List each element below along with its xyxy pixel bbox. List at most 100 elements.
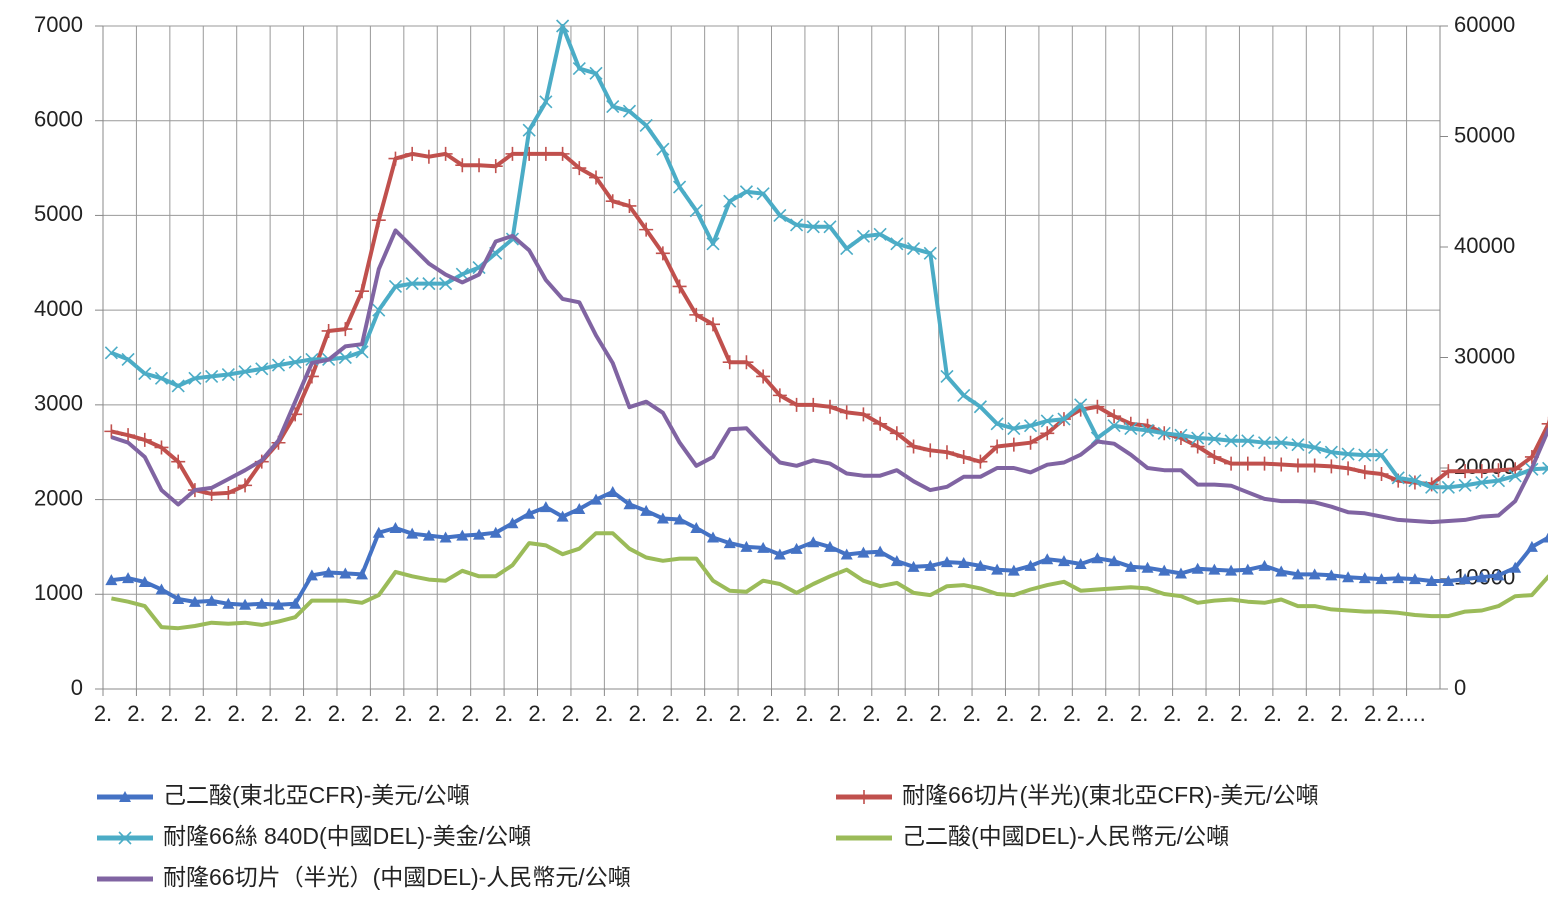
marker	[121, 428, 136, 443]
marker	[722, 355, 737, 370]
marker	[756, 187, 770, 201]
marker	[1391, 471, 1405, 485]
marker	[1274, 436, 1288, 450]
marker	[957, 388, 971, 402]
marker	[538, 146, 553, 161]
marker	[589, 170, 604, 185]
series-line	[111, 531, 1548, 631]
marker	[473, 528, 486, 540]
y2-tick-label: 60000	[1454, 12, 1515, 37]
marker	[406, 527, 419, 539]
marker	[1542, 461, 1548, 475]
marker	[1124, 560, 1137, 572]
marker	[1374, 448, 1389, 462]
marker	[873, 227, 887, 241]
x-tick-label: 2.	[1364, 701, 1382, 726]
marker	[1108, 555, 1121, 567]
x-tick-label: 2.	[729, 701, 747, 726]
marker	[857, 546, 870, 558]
x-tick-label: 2.	[1097, 701, 1115, 726]
marker	[1140, 423, 1155, 437]
marker	[605, 194, 620, 209]
marker	[723, 194, 737, 208]
marker	[740, 540, 753, 552]
marker	[874, 545, 887, 557]
marker	[321, 323, 336, 338]
legend-label: 己二酸(中國DEL)-人民幣元/公噸	[902, 823, 1229, 849]
marker	[1291, 438, 1305, 452]
x-tick-label: 2.	[863, 701, 881, 726]
marker	[572, 161, 587, 176]
marker	[1341, 461, 1356, 476]
x-tick-label: 2.	[762, 701, 780, 726]
y-tick-label: 2000	[34, 485, 83, 510]
marker	[1508, 469, 1522, 483]
marker	[1090, 399, 1105, 414]
marker	[1425, 480, 1439, 494]
marker	[104, 346, 118, 360]
marker	[1191, 431, 1205, 445]
marker	[1541, 416, 1548, 431]
marker	[789, 397, 804, 412]
marker	[622, 104, 637, 118]
marker	[656, 512, 669, 524]
y-tick-label: 7000	[34, 12, 83, 37]
marker	[1442, 575, 1455, 587]
marker	[1274, 457, 1289, 472]
marker	[707, 531, 720, 543]
marker	[990, 439, 1005, 454]
marker	[1074, 557, 1087, 569]
marker	[289, 597, 302, 609]
marker	[639, 118, 653, 133]
marker	[873, 416, 888, 431]
marker	[923, 246, 937, 260]
x-tick-label: 2.	[1030, 701, 1048, 726]
marker	[906, 439, 921, 454]
x-tick-label: 2.	[294, 701, 312, 726]
marker	[924, 559, 937, 571]
marker	[104, 424, 119, 439]
x-tick-label: 2.	[1197, 701, 1215, 726]
marker	[138, 575, 151, 587]
marker	[840, 242, 854, 256]
marker	[556, 19, 570, 33]
marker	[739, 355, 754, 370]
marker	[856, 229, 870, 243]
marker	[539, 501, 552, 513]
marker	[271, 358, 286, 372]
marker	[439, 277, 453, 291]
marker	[506, 517, 519, 529]
series-line	[110, 228, 1548, 525]
marker	[1007, 564, 1020, 576]
marker	[991, 563, 1004, 575]
marker	[1291, 568, 1304, 580]
marker	[1525, 540, 1538, 552]
marker	[338, 322, 353, 337]
marker	[907, 560, 920, 572]
marker	[222, 597, 235, 609]
y-tick-label: 1000	[34, 580, 83, 605]
marker	[1307, 458, 1322, 473]
marker	[405, 146, 420, 161]
marker	[171, 379, 185, 393]
marker	[773, 208, 787, 222]
marker	[205, 369, 219, 384]
marker	[1275, 565, 1288, 577]
marker	[590, 493, 603, 505]
x-tick-label: 2.…	[1386, 701, 1426, 726]
x-tick-label: 2.	[1063, 701, 1081, 726]
marker	[555, 146, 570, 161]
marker	[940, 556, 953, 568]
marker	[939, 445, 954, 460]
marker	[1191, 562, 1204, 574]
marker	[622, 198, 637, 213]
marker	[1207, 432, 1221, 446]
marker	[1023, 435, 1038, 450]
x-tick-label: 2.	[1331, 701, 1349, 726]
marker	[1241, 563, 1254, 575]
marker	[790, 218, 804, 232]
marker	[1325, 569, 1338, 581]
x-tick-label: 2.	[495, 701, 513, 726]
marker	[756, 369, 771, 384]
x-tick-label: 2.	[528, 701, 546, 726]
